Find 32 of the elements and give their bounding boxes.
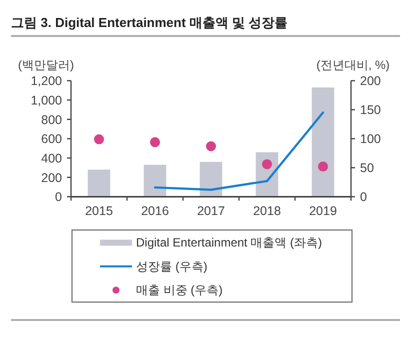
y2label: (전년대비, %) (316, 58, 390, 72)
bar (88, 170, 110, 197)
y2-tick-label: 150 (360, 103, 381, 118)
y-tick-label: 1,000 (30, 94, 62, 108)
point (94, 134, 104, 144)
y-tick-label: 0 (55, 190, 62, 204)
bar (312, 87, 334, 197)
x-tick-label: 2017 (197, 204, 225, 218)
x-tick-label: 2018 (253, 204, 281, 218)
bar (144, 164, 166, 197)
y-tick-label: 400 (41, 152, 62, 166)
legend-label: 성장률 (우측) (136, 259, 208, 274)
point (150, 137, 160, 148)
legend-label: Digital Entertainment 매출액 (좌측) (136, 236, 322, 250)
point (318, 162, 328, 172)
y-tick-label: 200 (41, 170, 62, 185)
y-tick-label: 600 (41, 132, 62, 146)
y-tick-label: 1,200 (30, 74, 62, 88)
x-tick-label: 2019 (309, 204, 337, 218)
bar (200, 162, 222, 197)
y2-tick-label: 200 (360, 74, 381, 88)
title: 그림 3. Digital Entertainment 매출액 및 성장률 (11, 15, 288, 30)
y-tick-label: 800 (41, 112, 62, 127)
y2-tick-label: 0 (360, 190, 367, 204)
point (262, 159, 272, 170)
ylabel: (백만달러) (18, 58, 74, 72)
x-tick-label: 2016 (141, 204, 169, 218)
legend-label: 매출 비중 (우측) (136, 283, 223, 298)
y2-tick-label: 100 (360, 132, 381, 146)
x-tick-label: 2015 (85, 204, 113, 218)
y2-tick-label: 50 (360, 161, 374, 176)
point (206, 141, 216, 152)
